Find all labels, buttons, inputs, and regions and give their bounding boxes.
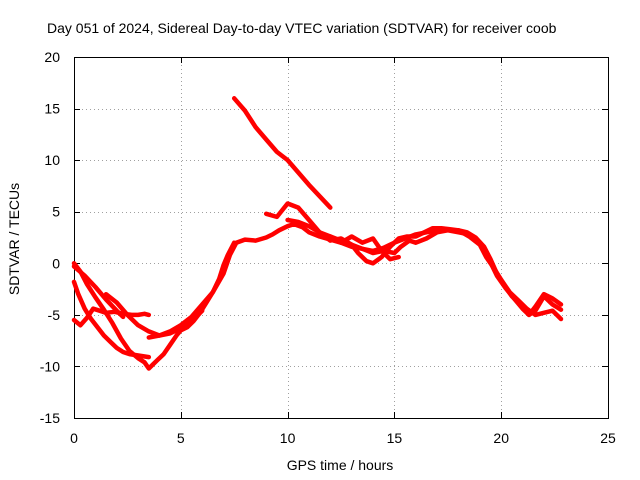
y-tick-label: -5 — [48, 307, 61, 323]
x-tick-label: 15 — [387, 430, 403, 446]
y-tick-label: -10 — [40, 358, 60, 374]
series-line-arc-5 — [103, 291, 205, 338]
x-axis-title: GPS time / hours — [287, 457, 394, 473]
grid-layer — [74, 57, 608, 418]
series-layer — [71, 96, 564, 371]
series-line-arc-10 — [328, 234, 401, 262]
series-line-arc-2 — [71, 240, 237, 371]
x-tick-label: 5 — [177, 430, 185, 446]
y-tick-label: 15 — [44, 101, 60, 117]
x-tick-label: 10 — [280, 430, 296, 446]
series-line-arc-7 — [231, 96, 333, 210]
x-tick-label: 20 — [493, 430, 509, 446]
y-tick-label: 0 — [52, 255, 60, 271]
y-tick-label: -15 — [40, 410, 60, 426]
y-tick-label: 5 — [52, 204, 60, 220]
x-tick-label: 0 — [70, 430, 78, 446]
y-axis-title: SDTVAR / TECUs — [6, 183, 22, 295]
y-tick-label: 20 — [44, 49, 60, 65]
y-tick-label: 10 — [44, 152, 60, 168]
tick-layer: 0 5 10 15 20 25 -15 -10 -5 0 5 10 15 20 — [40, 49, 616, 446]
plot-frame — [74, 57, 609, 419]
series-line-arc-4 — [71, 306, 152, 328]
series-line-arc-3 — [71, 279, 152, 360]
chart-title: Day 051 of 2024, Sidereal Day-to-day VTE… — [47, 20, 557, 36]
x-tick-label: 25 — [600, 430, 616, 446]
